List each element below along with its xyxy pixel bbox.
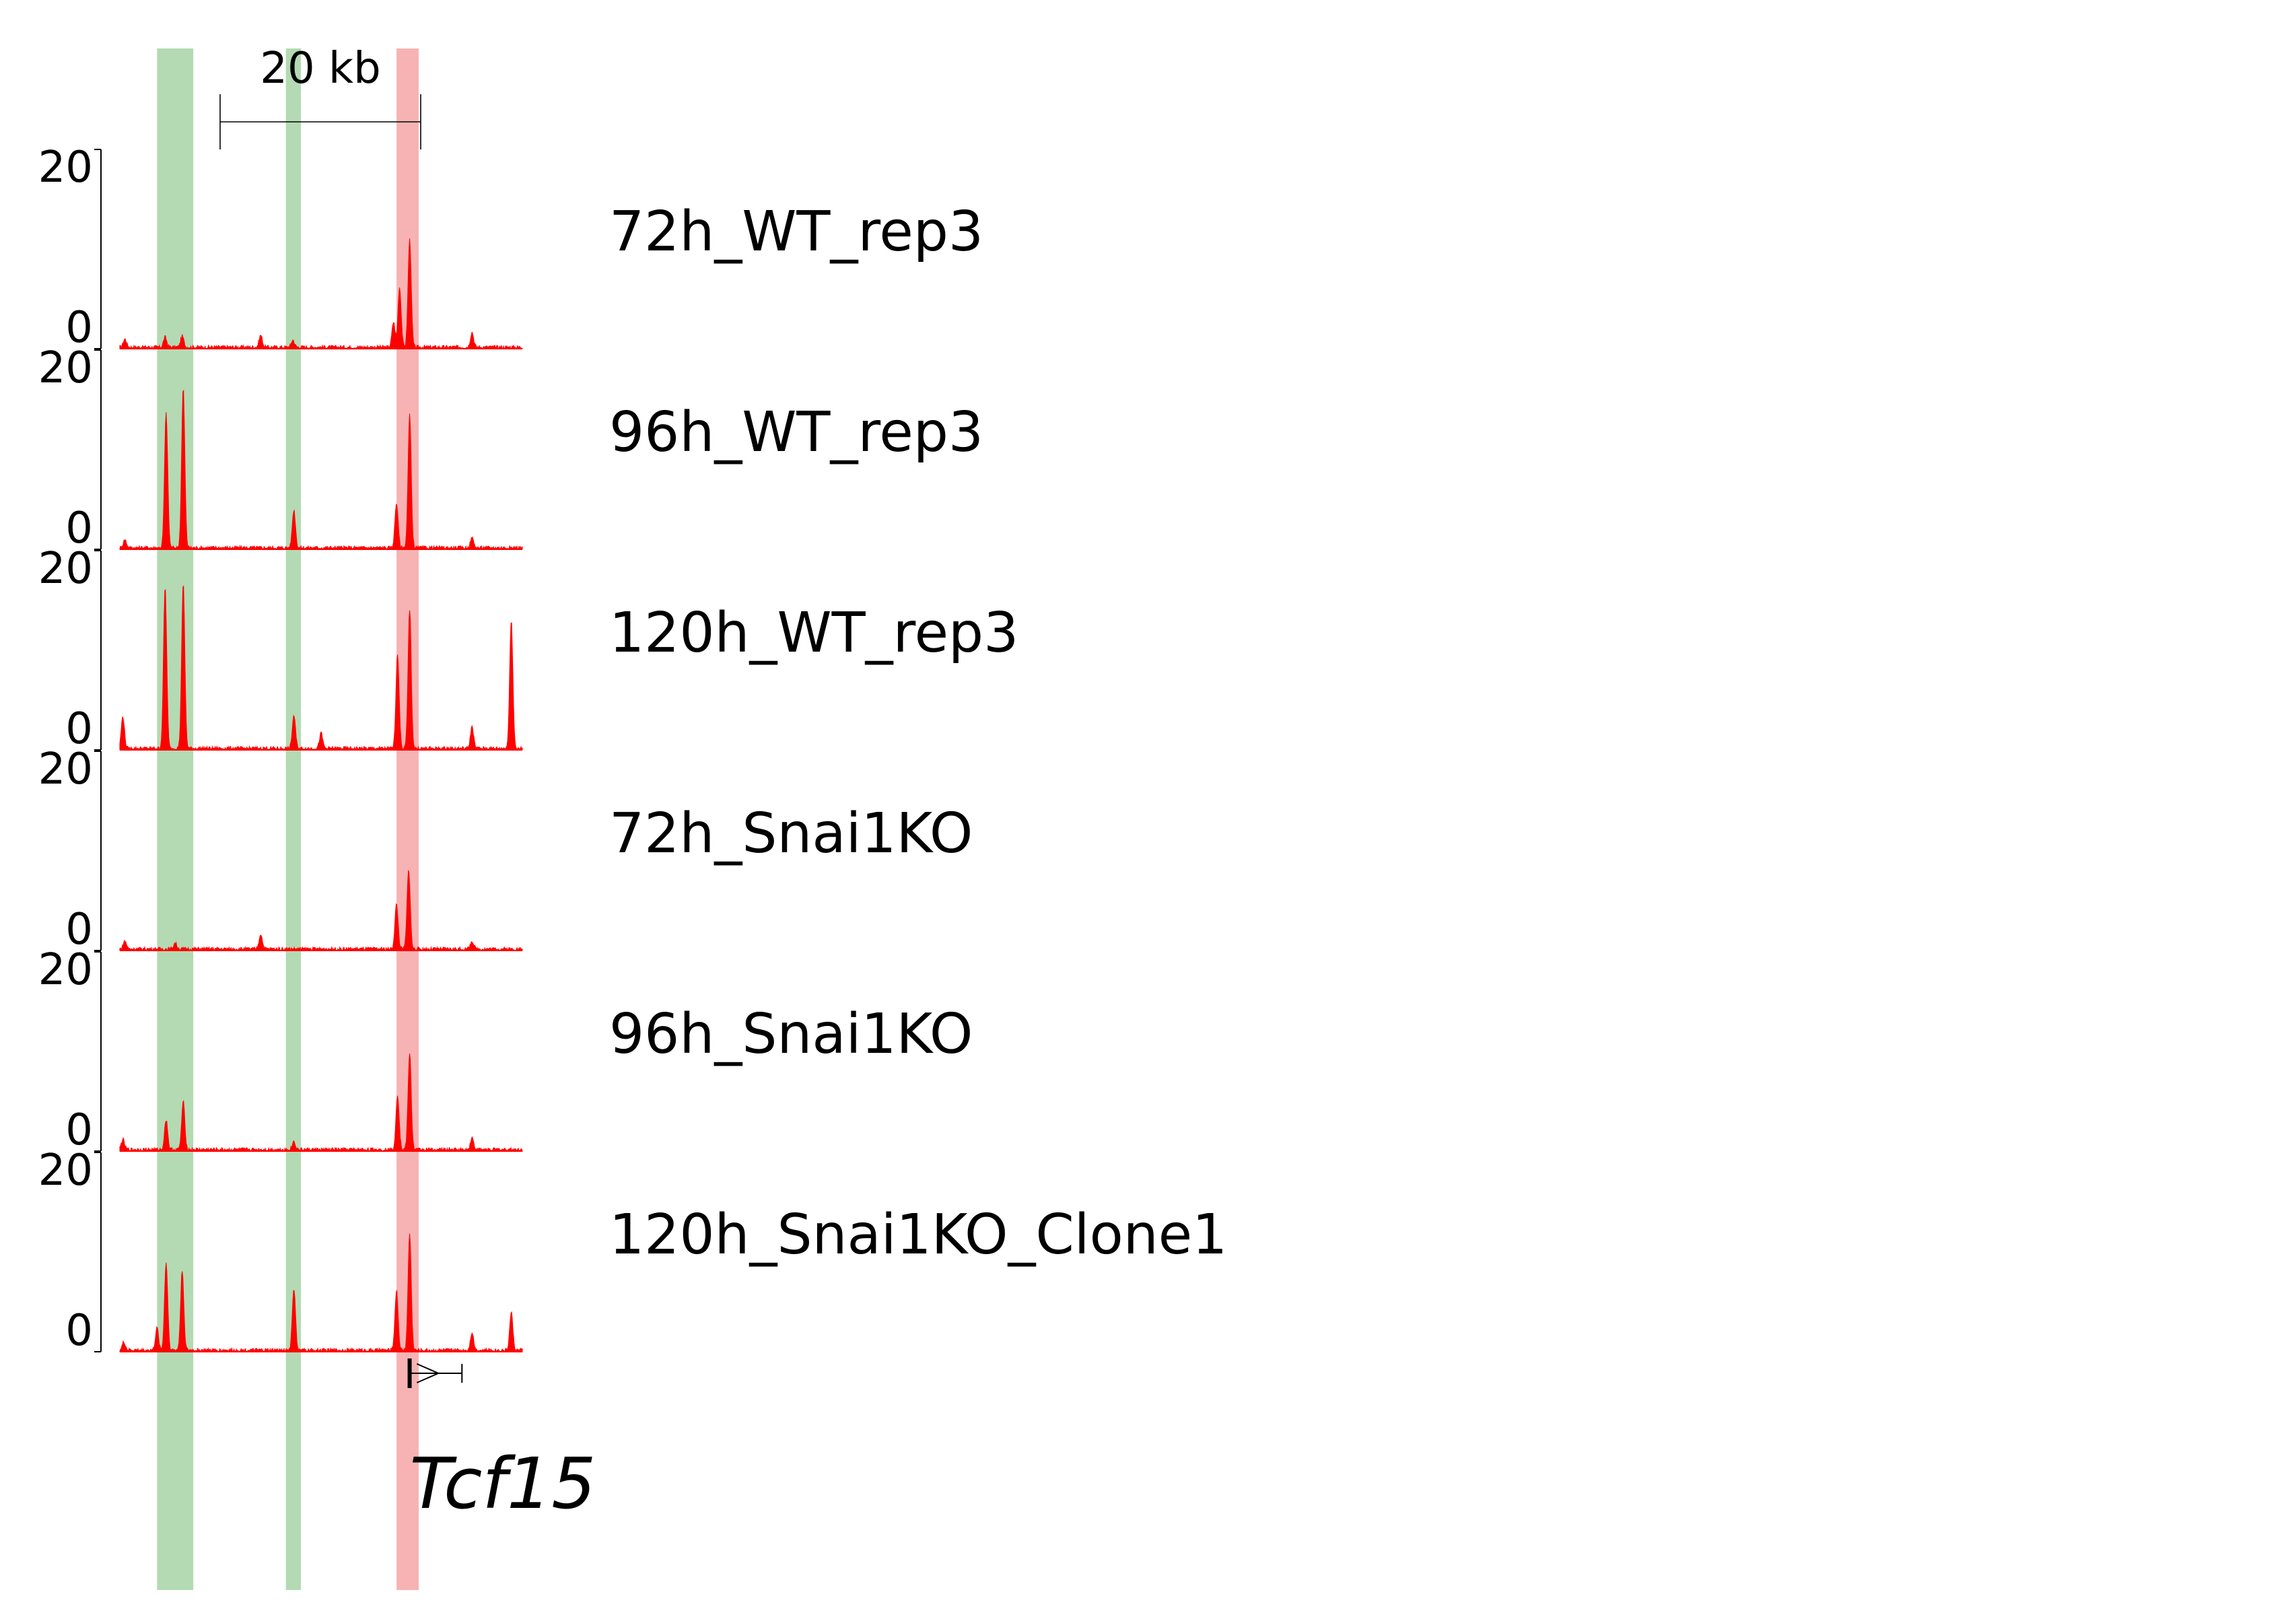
signal-tracks: 20072h_WT_rep320096h_WT_rep3200120h_WT_r…	[38, 143, 1228, 1356]
y-tick-label-max: 20	[38, 343, 93, 393]
track-label: 96h_Snai1KO	[609, 1002, 973, 1066]
y-tick-label-min: 0	[65, 905, 93, 955]
track-4: 20 0 72h_Snai1KO	[38, 745, 973, 955]
y-tick-label-max: 20	[38, 544, 93, 594]
signal-area-5	[119, 1053, 523, 1152]
gene-annotation: Tcf15	[407, 1358, 596, 1525]
y-tick-label-min: 0	[65, 1105, 93, 1155]
track-label: 96h_WT_rep3	[609, 401, 983, 464]
signal-area-4	[119, 870, 523, 952]
track-label: 72h_Snai1KO	[609, 802, 973, 866]
gene-name-label: Tcf15	[410, 1443, 596, 1525]
y-tick-label-min: 0	[65, 303, 93, 353]
scale-bar-label: 20 kb	[260, 44, 380, 94]
y-tick-label-max: 20	[38, 945, 93, 995]
highlight-band-2	[285, 48, 302, 1590]
strand-arrow-icon	[416, 1363, 440, 1383]
track-3: 20 0 120h_WT_rep3	[38, 544, 1019, 754]
y-tick-label-max: 20	[38, 143, 93, 193]
y-tick-label-min: 0	[65, 504, 93, 553]
y-tick-label-max: 20	[38, 1146, 93, 1196]
track-6: 20 0 120h_Snai1KO_Clone1	[38, 1146, 1228, 1356]
scale-bar: 20 kb	[219, 44, 421, 149]
y-tick-label-max: 20	[38, 745, 93, 794]
track-label: 120h_Snai1KO_Clone1	[609, 1203, 1227, 1267]
track-label: 120h_WT_rep3	[609, 601, 1018, 665]
track-2: 20 0 96h_WT_rep3	[38, 343, 984, 553]
track-1: 20 0 72h_WT_rep3	[38, 143, 984, 353]
track-5: 20 0 96h_Snai1KO	[38, 945, 973, 1155]
highlight-band-1	[157, 48, 194, 1590]
signal-area-2	[119, 389, 523, 551]
y-tick-label-min: 0	[65, 704, 93, 754]
y-tick-label-min: 0	[65, 1306, 93, 1356]
track-label: 72h_WT_rep3	[609, 200, 983, 264]
highlight-regions	[157, 48, 419, 1590]
